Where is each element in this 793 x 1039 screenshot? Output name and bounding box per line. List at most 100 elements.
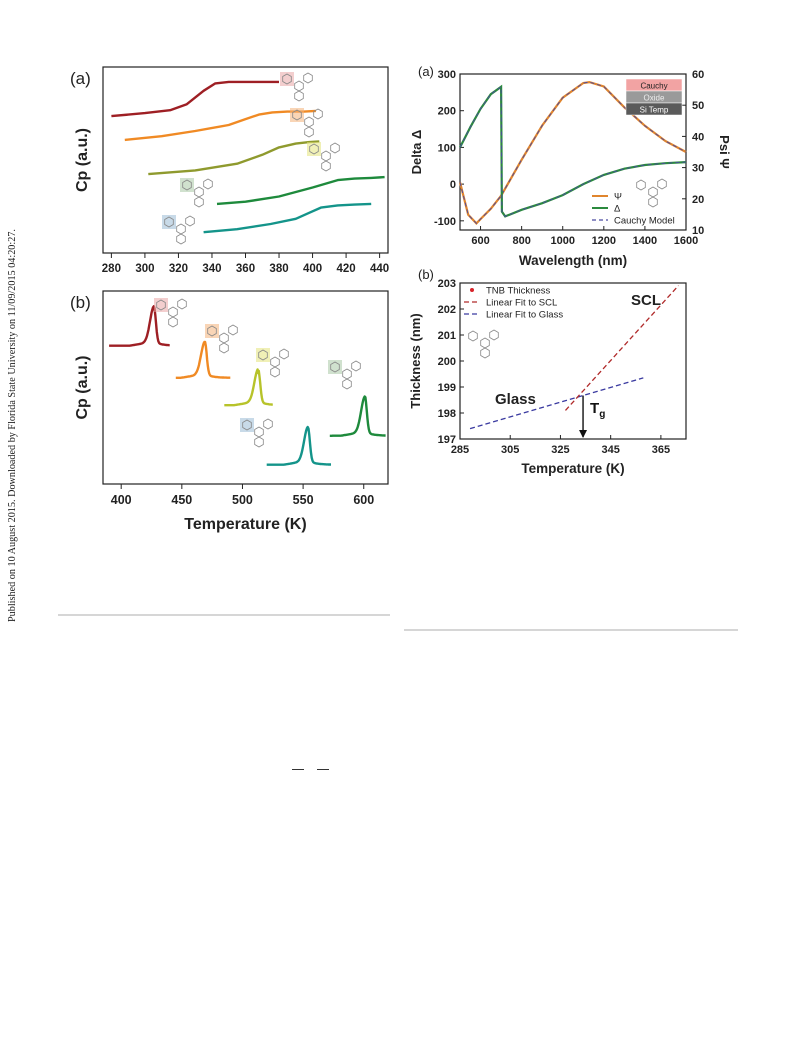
x-tick-label: 1000 xyxy=(550,235,574,247)
ring-shape xyxy=(282,73,292,85)
x-tick-label: 450 xyxy=(171,493,192,507)
side-note-text: Published on 10 August 2015. Downloaded … xyxy=(7,229,18,622)
x-tick-label: 1400 xyxy=(633,235,657,247)
y-axis-label: Cp (a.u.) xyxy=(74,356,91,420)
molecule-structure-icon xyxy=(205,324,238,354)
y-tick-label: 100 xyxy=(438,142,456,154)
x-tick-label: 440 xyxy=(370,263,389,275)
cp-curve-darkred xyxy=(111,80,279,118)
ring-shape xyxy=(219,342,229,354)
ring-shape xyxy=(164,216,174,228)
ring-shape xyxy=(342,378,352,390)
layer-stack-box xyxy=(625,102,683,116)
y-axis-label: Thickness (nm) xyxy=(408,313,423,408)
melting-peak-darkred xyxy=(108,305,171,347)
ring-shape xyxy=(254,436,264,448)
x-tick-label: 400 xyxy=(303,263,322,275)
dash-mark xyxy=(292,769,304,770)
highlight-box xyxy=(290,108,304,122)
ring-shape xyxy=(203,178,213,190)
highlight-box xyxy=(307,142,321,156)
y-tick-label: -100 xyxy=(434,216,456,228)
tg-symbol: T xyxy=(590,400,599,417)
ring-shape xyxy=(207,325,217,337)
y2-tick-label: 50 xyxy=(692,100,704,112)
chart-right-b: (b) 285 305 325 345 365 197 198 199 200 201 202 203 T… xyxy=(402,263,687,476)
highlight-box xyxy=(280,72,294,86)
x-tick-label: 305 xyxy=(501,444,519,456)
y2-tick-label: 40 xyxy=(692,131,704,143)
x-tick-label: 325 xyxy=(551,444,569,456)
ring-shape xyxy=(489,329,499,341)
chart-left-a: (a) Cp (a.u.) 280 300 320 340 360 380 400 420 440 xyxy=(70,66,389,275)
column-rule-left xyxy=(58,614,390,616)
dash-mark xyxy=(317,769,329,770)
molecule-structure-icon xyxy=(162,215,195,245)
highlight-box xyxy=(180,178,194,192)
ring-shape xyxy=(270,366,280,378)
x-tick-label: 1600 xyxy=(674,235,698,247)
tg-subscript: g xyxy=(599,409,605,420)
x-tick-label: 285 xyxy=(451,444,469,456)
melting-peak-green xyxy=(329,395,387,437)
molecule-structure-icon xyxy=(256,348,289,378)
x-tick-label: 1200 xyxy=(592,235,616,247)
highlight-box xyxy=(256,348,270,362)
ring-shape xyxy=(351,360,361,372)
x-axis-label: Temperature (K) xyxy=(521,461,624,476)
y2-tick-label: 30 xyxy=(692,163,704,175)
chart-left-b: (b) Cp (a.u.) 400 450 500 550 600 Temperature (… xyxy=(70,290,389,533)
molecule-structure-icon xyxy=(154,298,187,328)
ring-shape xyxy=(168,316,178,328)
ring-shape xyxy=(304,126,314,138)
cp-curve-teal xyxy=(203,202,372,234)
x-tick-label: 800 xyxy=(512,235,530,247)
ring-shape xyxy=(279,348,289,360)
plot-frame xyxy=(459,282,687,440)
molecule-structure-icon xyxy=(180,178,213,208)
highlight-box xyxy=(205,324,219,338)
publication-side-note: Published on 10 August 2015. Downloaded … xyxy=(0,0,20,660)
ring-shape xyxy=(468,330,478,342)
ring-shape xyxy=(258,349,268,361)
cp-curve-green xyxy=(216,175,385,206)
molecule-structure-icon xyxy=(307,142,340,172)
highlight-box xyxy=(240,418,254,432)
plot-frame xyxy=(102,290,389,485)
ring-shape xyxy=(228,324,238,336)
x-tick-label: 550 xyxy=(293,493,314,507)
layer-stack-label: Cauchy xyxy=(640,82,667,91)
panel-label: (a) xyxy=(418,64,434,79)
y-tick-label: 200 xyxy=(438,356,456,368)
highlight-box xyxy=(162,215,176,229)
tg-label: Tg xyxy=(590,400,605,420)
legend-entry: Δ xyxy=(614,204,621,215)
ring-shape xyxy=(313,108,323,120)
y-tick-label: 199 xyxy=(438,382,456,394)
y-tick-label: 0 xyxy=(450,179,456,191)
molecule-structure-icon xyxy=(290,108,323,138)
ring-shape xyxy=(480,347,490,359)
ring-shape xyxy=(321,160,331,172)
tg-arrow-head xyxy=(579,430,588,438)
figure-left-a: (a) Cp (a.u.) 280 300 320 340 360 380 400 420 440 xyxy=(60,60,395,295)
ring-shape xyxy=(330,361,340,373)
legend-entry: TNB Thickness xyxy=(486,286,550,297)
ring-shape xyxy=(303,72,313,84)
ring-shape xyxy=(292,109,302,121)
x-tick-label: 345 xyxy=(601,444,619,456)
x-axis-label: Wavelength (nm) xyxy=(519,253,627,268)
cp-curve-olive xyxy=(148,140,320,176)
y-tick-label: 202 xyxy=(438,304,456,316)
ring-shape xyxy=(156,299,166,311)
x-tick-label: 600 xyxy=(353,493,374,507)
y-tick-label: 201 xyxy=(438,330,456,342)
delta-model-curve xyxy=(459,85,687,217)
molecule-structure-icon xyxy=(636,178,667,208)
ring-shape xyxy=(242,419,252,431)
x-tick-label: 360 xyxy=(236,263,255,275)
ring-shape xyxy=(182,179,192,191)
ring-shape xyxy=(309,143,319,155)
legend-entry: Cauchy Model xyxy=(614,216,675,227)
molecule-structure-icon xyxy=(468,329,499,359)
